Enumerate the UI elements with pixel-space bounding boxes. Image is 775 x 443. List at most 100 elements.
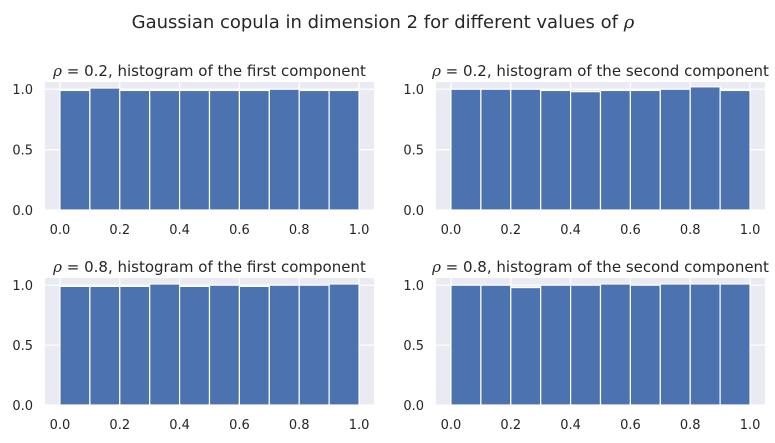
x-tick-label: 0.6	[229, 223, 250, 238]
x-tick-label: 0.6	[620, 223, 641, 238]
panel-title-text: , histogram of the second component	[487, 258, 769, 276]
x-tick-label: 0.8	[289, 418, 310, 433]
histogram-panel-4: 0.0 0.2 0.4 0.6 0.8 1.0 0.0 0.5 1.0 ρ = 0.8, hist…	[403, 258, 769, 433]
histogram-bar	[689, 283, 721, 406]
histogram-bar	[659, 283, 691, 406]
panel-title-symbol: ρ	[431, 62, 441, 80]
histogram-bar	[298, 284, 330, 406]
y-tick-label: 0.5	[403, 339, 424, 354]
panel-title-value: = 0.8	[441, 258, 487, 276]
histogram-bar	[119, 89, 151, 211]
y-tick-label: 0.0	[403, 399, 424, 414]
x-tick-label: 1.0	[740, 223, 761, 238]
histogram-bar	[328, 89, 360, 211]
y-tick-label: 0.5	[403, 144, 424, 159]
histogram-bar	[719, 283, 751, 406]
panel-title-symbol: ρ	[431, 258, 441, 276]
histogram-panel-2: 0.0 0.2 0.4 0.6 0.8 1.0 0.0 0.5 1.0 ρ = 0.2, hist…	[403, 62, 769, 238]
histogram-bar	[119, 285, 151, 406]
histogram-bar	[450, 88, 482, 211]
y-tick-label: 0.0	[12, 399, 33, 414]
histogram-bar	[89, 285, 121, 406]
histogram-bar	[569, 91, 602, 211]
x-tick-label: 0.2	[109, 418, 130, 433]
panel-title-text: , histogram of the first component	[108, 258, 366, 276]
y-tick-label: 0.5	[12, 144, 33, 159]
x-tick-label: 1.0	[740, 418, 761, 433]
histogram-bar	[268, 284, 300, 406]
x-tick-label: 0.4	[169, 223, 190, 238]
panel-title-text: , histogram of the first component	[108, 62, 366, 80]
y-tick-label: 1.0	[403, 279, 424, 294]
histogram-bar	[480, 88, 512, 211]
panel-title: ρ = 0.2, histogram of the second compone…	[431, 62, 769, 80]
histogram-bar	[149, 89, 181, 211]
y-tick-label: 1.0	[12, 83, 33, 98]
x-tick-label: 0.2	[500, 223, 521, 238]
x-tick-label: 0.0	[50, 223, 71, 238]
x-tick-label: 0.8	[680, 418, 701, 433]
panel-title-value: = 0.2	[62, 62, 108, 80]
x-tick-label: 0.4	[169, 418, 190, 433]
histogram-bar	[238, 89, 270, 211]
panel-title-value: = 0.8	[62, 258, 108, 276]
x-tick-label: 0.6	[229, 418, 250, 433]
x-tick-label: 0.6	[620, 418, 641, 433]
histogram-panel-1: 0.0 0.2 0.4 0.6 0.8 1.0 0.0 0.5 1.0 ρ = 0.2, hist…	[12, 62, 374, 238]
histogram-bar	[149, 283, 181, 406]
histogram-bar	[510, 88, 542, 211]
histogram-bar	[178, 285, 211, 406]
histogram-bar	[569, 284, 602, 406]
x-tick-label: 0.0	[441, 418, 462, 433]
figure-title: Gaussian copula in dimension 2 for diffe…	[132, 12, 635, 33]
histogram-bar	[540, 89, 572, 211]
histogram-panel-3: 0.0 0.2 0.4 0.6 0.8 1.0 0.0 0.5 1.0 ρ = 0.8, hist…	[12, 258, 374, 433]
x-tick-label: 0.4	[560, 418, 581, 433]
panel-title: ρ = 0.8, histogram of the first componen…	[52, 258, 366, 276]
histogram-bar	[629, 284, 661, 406]
histogram-bar	[480, 284, 512, 406]
histogram-bar	[208, 284, 241, 406]
histogram-bar	[450, 284, 482, 406]
histogram-bar	[59, 285, 91, 406]
histogram-bar	[59, 89, 91, 211]
histogram-bar	[298, 89, 330, 211]
histogram-bar	[599, 89, 632, 211]
x-tick-label: 1.0	[349, 223, 370, 238]
y-tick-label: 0.0	[403, 204, 424, 219]
panel-title-value: = 0.2	[441, 62, 487, 80]
panel-title-symbol: ρ	[52, 62, 62, 80]
histogram-bar	[540, 284, 572, 406]
panel-title-symbol: ρ	[52, 258, 62, 276]
x-tick-label: 1.0	[349, 418, 370, 433]
x-tick-label: 0.2	[109, 223, 130, 238]
panel-title: ρ = 0.8, histogram of the second compone…	[431, 258, 769, 276]
histogram-bar	[689, 86, 721, 211]
histogram-bar	[178, 89, 211, 211]
y-tick-label: 1.0	[403, 83, 424, 98]
histogram-bar	[238, 285, 270, 406]
y-tick-label: 1.0	[12, 279, 33, 294]
x-tick-label: 0.4	[560, 223, 581, 238]
panel-title: ρ = 0.2, histogram of the first componen…	[52, 62, 366, 80]
histogram-bar	[268, 88, 300, 211]
panel-title-text: , histogram of the second component	[487, 62, 769, 80]
figure-title-text: Gaussian copula in dimension 2 for diffe…	[132, 12, 624, 33]
x-tick-label: 0.2	[500, 418, 521, 433]
x-tick-label: 0.0	[441, 223, 462, 238]
y-tick-label: 0.0	[12, 204, 33, 219]
histogram-bar	[510, 286, 542, 406]
histogram-bar	[89, 87, 121, 211]
figure-title-symbol: ρ	[623, 12, 635, 33]
y-tick-label: 0.5	[12, 339, 33, 354]
x-tick-label: 0.8	[680, 223, 701, 238]
histogram-bar	[719, 89, 751, 211]
x-tick-label: 0.8	[289, 223, 310, 238]
histogram-bar	[599, 283, 632, 406]
x-tick-label: 0.0	[50, 418, 71, 433]
histogram-bar	[208, 89, 241, 211]
histogram-panels: 0.0 0.2 0.4 0.6 0.8 1.00.00.51.0ρ = 0.2, hist…	[12, 62, 769, 433]
histogram-bar	[328, 283, 360, 406]
histogram-bar	[629, 89, 661, 211]
